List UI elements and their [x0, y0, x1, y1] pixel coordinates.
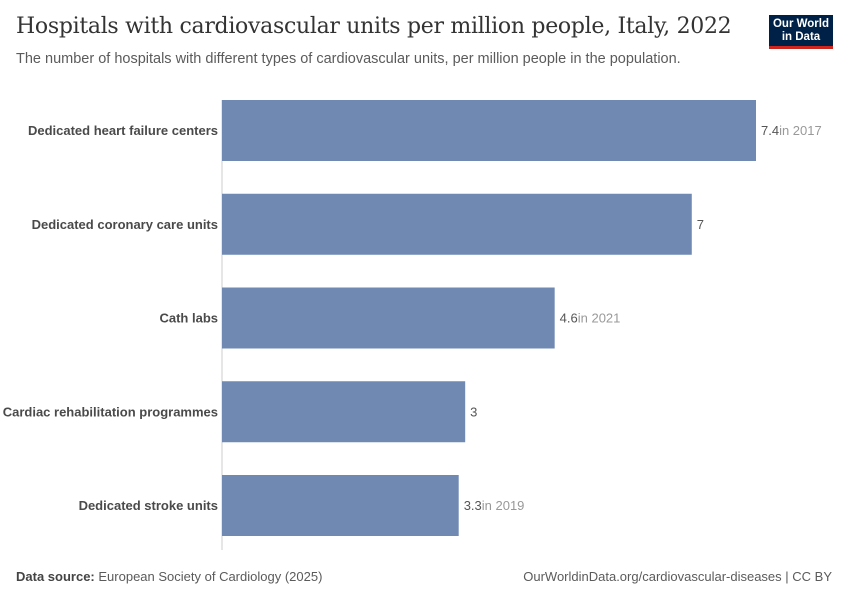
- year-note: in 2017: [779, 123, 822, 138]
- chart-subtitle: The number of hospitals with different t…: [16, 51, 681, 67]
- category-label: Dedicated stroke units: [79, 498, 218, 513]
- bar[interactable]: [222, 100, 756, 161]
- source-label: Data source:: [16, 569, 95, 584]
- footer-url[interactable]: OurWorldinData.org/cardiovascular-diseas…: [523, 569, 832, 584]
- owid-logo[interactable]: Our World in Data: [769, 15, 833, 49]
- category-label: Dedicated heart failure centers: [28, 123, 218, 138]
- category-label: Cardiac rehabilitation programmes: [3, 404, 218, 419]
- category-label: Cath labs: [159, 311, 218, 326]
- year-note: in 2019: [482, 498, 525, 513]
- bar[interactable]: [222, 193, 692, 255]
- category-label: Dedicated coronary care units: [32, 217, 218, 232]
- value-label: 7: [697, 217, 704, 232]
- bar[interactable]: [222, 381, 466, 443]
- data-source: Data source: European Society of Cardiol…: [16, 569, 322, 584]
- source-text[interactable]: European Society of Cardiology (2025): [98, 569, 323, 584]
- value-label: 3.3in 2019: [464, 498, 525, 513]
- value-label: 7.4in 2017: [761, 123, 822, 138]
- value-label: 3: [470, 404, 477, 419]
- value-label: 4.6in 2021: [560, 311, 621, 326]
- year-note: in 2021: [578, 311, 621, 326]
- chart-title: Hospitals with cardiovascular units per …: [16, 14, 732, 39]
- bar[interactable]: [222, 475, 459, 536]
- bar[interactable]: [222, 287, 555, 349]
